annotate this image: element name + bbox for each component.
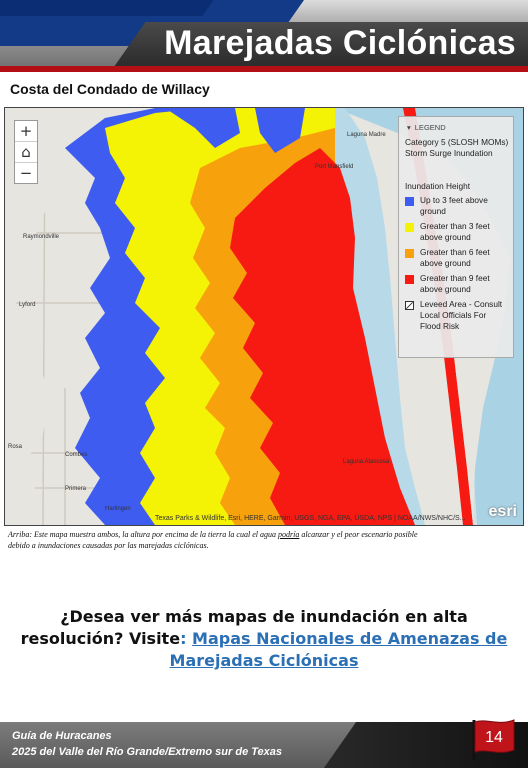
legend-item-label: Greater than 3 feet above ground	[420, 221, 490, 242]
legend-item-label: Up to 3 feet above ground	[420, 195, 488, 216]
legend-item-yellow: Greater than 3 feet above ground	[405, 221, 509, 243]
map-zoom-controls: + ⌂ −	[14, 120, 38, 184]
legend-item-red: Greater than 9 feet above ground	[405, 273, 509, 295]
map-legend: ▾ LEGEND Category 5 (SLOSH MOMs) Storm S…	[398, 116, 514, 358]
label-laguna-atascosa: Laguna Atascosa	[343, 459, 390, 465]
label-raymondville: Raymondville	[23, 234, 60, 240]
legend-header-label: LEGEND	[414, 123, 446, 132]
zoom-out-button[interactable]: −	[19, 164, 33, 182]
call-to-action: ¿Desea ver más mapas de inundación en al…	[20, 606, 508, 672]
levee-swatch-icon	[405, 301, 414, 310]
caption-part1: Arriba: Este mapa muestra ambos, la altu…	[8, 530, 278, 539]
footer-banner: Guía de Huracanes 2025 del Valle del Río…	[0, 722, 528, 768]
page-title: Marejadas Ciclónicas	[164, 24, 516, 62]
legend-item-label: Greater than 6 feet above ground	[420, 247, 490, 268]
map-title: Costa del Condado de Willacy	[10, 81, 210, 97]
legend-item-levee: Leveed Area - Consult Local Officials Fo…	[405, 299, 509, 332]
header-banner: Marejadas Ciclónicas	[0, 0, 528, 72]
legend-item-blue: Up to 3 feet above ground	[405, 195, 509, 217]
label-harlingen: Harlingen	[105, 506, 131, 512]
label-combes: Combes	[65, 452, 87, 458]
caption-underlined: podría	[277, 530, 300, 539]
legend-item-orange: Greater than 6 feet above ground	[405, 247, 509, 269]
footer-guide-title: Guía de Huracanes	[12, 730, 112, 742]
map-caption: Arriba: Este mapa muestra ambos, la altu…	[8, 529, 428, 551]
esri-logo: esri	[488, 503, 517, 520]
cta-text: ¿Desea ver más mapas de inundación en al…	[20, 607, 468, 648]
legend-subtitle: Inundation Height	[405, 181, 471, 191]
cta-colon: :	[180, 629, 187, 648]
map-attribution: Texas Parks & Wildlife, Esri, HERE, Garm…	[155, 515, 466, 522]
storm-surge-maps-link[interactable]: Mapas Nacionales de Amenazas de Marejada…	[169, 629, 508, 670]
legend-item-label: Leveed Area - Consult Local Officials Fo…	[420, 299, 503, 331]
orange-swatch-icon	[405, 249, 414, 258]
hurricane-flag-icon	[472, 719, 515, 760]
legend-layer-title: Category 5 (SLOSH MOMs) Storm Surge Inun…	[405, 137, 509, 158]
header-red-line	[0, 66, 528, 72]
yellow-swatch-icon	[405, 223, 414, 232]
red-swatch-icon	[405, 275, 414, 284]
caption-part2: alcanzar y el peor escenario posible deb…	[8, 530, 418, 550]
blue-swatch-icon	[405, 197, 414, 206]
legend-item-label: Greater than 9 feet above ground	[420, 273, 490, 294]
footer-guide-subtitle: 2025 del Valle del Río Grande/Extremo su…	[12, 746, 283, 758]
home-button[interactable]: ⌂	[15, 142, 37, 163]
legend-header[interactable]: ▾ LEGEND	[407, 123, 446, 132]
page-number: 14	[485, 729, 503, 746]
label-port-mansfield: Port Mansfield	[315, 164, 353, 170]
chevron-down-icon: ▾	[407, 123, 411, 132]
label-laguna-madre: Laguna Madre	[347, 132, 386, 138]
label-lyford: Lyford	[19, 302, 35, 308]
footer-grey-stripe	[0, 722, 357, 768]
storm-surge-map[interactable]: Laguna Madre Port Mansfield Raymondville…	[4, 107, 524, 526]
label-rosa: Rosa	[8, 444, 23, 450]
header-blue-stripe-dark	[0, 0, 218, 16]
zoom-in-button[interactable]: +	[15, 121, 37, 142]
label-primera: Primera	[65, 486, 87, 492]
